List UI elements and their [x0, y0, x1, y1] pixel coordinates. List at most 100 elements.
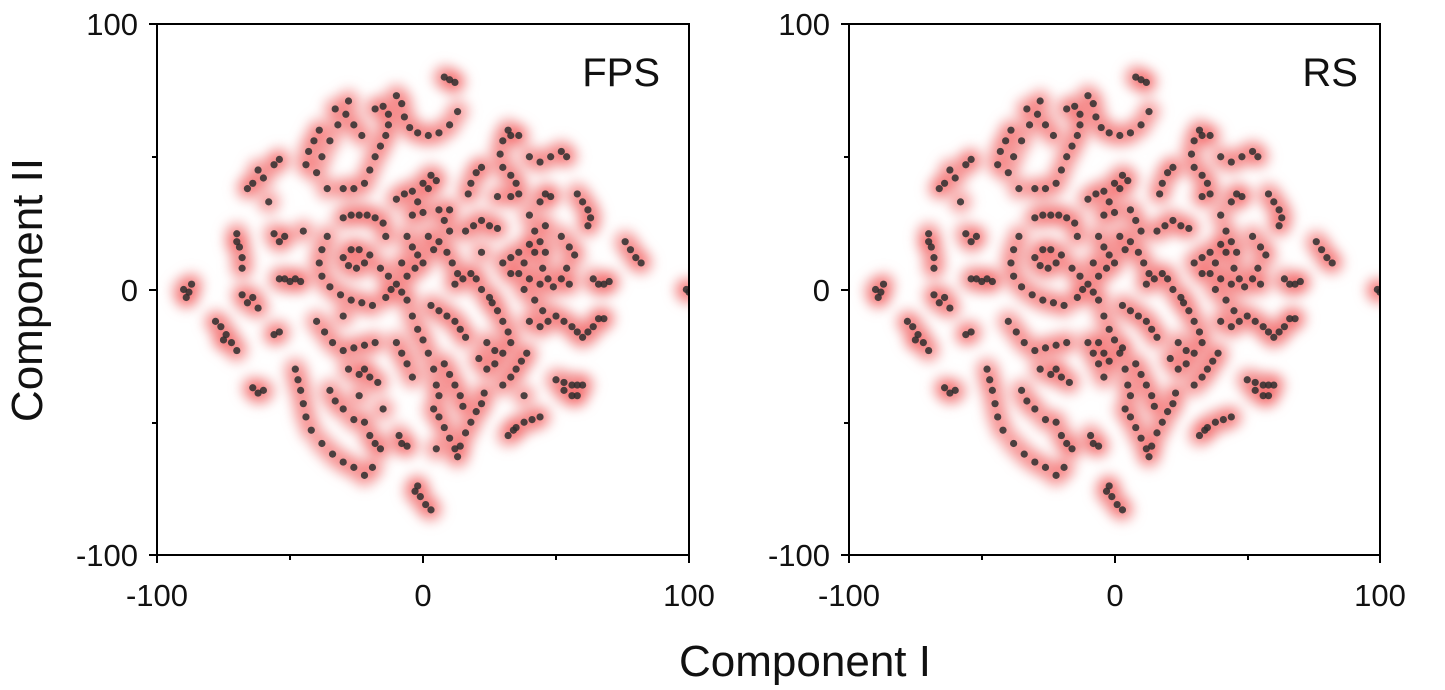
scatter-point — [299, 400, 307, 408]
scatter-point — [1110, 208, 1119, 217]
scatter-point — [1206, 269, 1214, 278]
scatter-point — [360, 365, 369, 373]
scatter-point — [310, 137, 318, 145]
scatter-point — [967, 238, 975, 246]
scatter-point — [1270, 198, 1278, 206]
scatter-point — [446, 76, 454, 84]
x-tick-label: 100 — [663, 578, 715, 613]
scatter-point — [507, 171, 515, 179]
scatter-point — [1238, 153, 1246, 161]
scatter-point — [1071, 219, 1079, 227]
scatter-point — [275, 328, 283, 336]
scatter-point — [1041, 463, 1050, 471]
scatter-point — [432, 381, 440, 389]
scatter-point — [1137, 434, 1145, 442]
scatter-point — [331, 105, 339, 113]
scatter-point — [254, 304, 262, 312]
scatter-point — [1182, 360, 1190, 368]
scatter-point — [1126, 307, 1135, 315]
scatter-point — [925, 230, 933, 238]
scatter-point — [355, 211, 363, 219]
scatter-point — [1142, 445, 1150, 453]
scatter-point — [318, 272, 326, 280]
scatter-point — [435, 307, 443, 315]
scatter-point — [525, 317, 534, 325]
scatter-point — [1110, 336, 1119, 344]
scatter-point — [557, 147, 565, 156]
scatter-point — [1052, 365, 1060, 373]
scatter-point — [1177, 293, 1185, 302]
scatter-point — [1094, 296, 1103, 304]
scatter-point — [1248, 275, 1257, 283]
scatter-point — [515, 190, 523, 198]
scatter-point — [1158, 418, 1166, 426]
scatter-point — [392, 195, 400, 203]
scatter-point — [187, 280, 196, 288]
scatter-point — [347, 296, 355, 304]
scatter-point — [925, 346, 933, 355]
scatter-point — [999, 426, 1007, 434]
scatter-point — [456, 325, 464, 333]
scatter-point — [525, 211, 534, 219]
scatter-point — [379, 102, 387, 110]
scatter-point — [879, 280, 888, 288]
scatter-point — [1094, 272, 1103, 280]
scatter-point — [877, 288, 885, 296]
scatter-point — [539, 307, 547, 315]
scatter-point — [328, 450, 337, 458]
scatter-point — [1105, 251, 1113, 259]
scatter-point — [512, 365, 520, 373]
scatter-point — [403, 296, 411, 304]
scatter-point — [1198, 339, 1206, 347]
scatter-point — [358, 131, 366, 140]
scatter-point — [1118, 506, 1127, 514]
scatter-point — [1076, 110, 1084, 118]
scatter-point — [1047, 370, 1055, 379]
scatter-point — [531, 296, 539, 304]
scatter-point — [1291, 280, 1299, 288]
scatter-point — [1089, 349, 1097, 357]
scatter-point — [339, 346, 347, 355]
scatter-point — [1017, 283, 1026, 291]
scatter-point — [1233, 190, 1241, 198]
scatter-point — [1198, 171, 1206, 179]
scatter-point — [930, 264, 938, 272]
scatter-point — [520, 259, 528, 267]
scatter-point — [1317, 246, 1326, 254]
scatter-point — [435, 392, 443, 400]
scatter-point — [1214, 349, 1222, 357]
scatter-point — [1145, 108, 1153, 116]
scatter-point — [579, 333, 587, 341]
scatter-point — [563, 264, 571, 272]
scatter-point — [472, 169, 480, 177]
scatter-point — [1227, 323, 1235, 331]
scatter-point — [1195, 431, 1204, 440]
scatter-point — [339, 214, 347, 222]
scatter-point — [986, 376, 994, 384]
scatter-point — [1116, 232, 1124, 240]
scatter-point — [235, 243, 244, 251]
scatter-point — [1270, 333, 1278, 341]
scatter-point — [1227, 280, 1235, 288]
scatter-point — [1108, 492, 1116, 501]
scatter-point — [541, 248, 549, 256]
scatter-point — [962, 230, 970, 238]
scatter-point — [1187, 150, 1196, 158]
scatter-point — [1217, 153, 1225, 161]
scatter-point — [1031, 214, 1039, 222]
scatter-point — [408, 211, 416, 219]
scatter-point — [552, 312, 560, 320]
x-tick-label: 0 — [414, 578, 431, 613]
scatter-point — [600, 280, 608, 288]
scatter-point — [1222, 296, 1230, 304]
scatter-point — [1063, 439, 1071, 448]
scatter-point — [1140, 259, 1148, 267]
scatter-point — [249, 179, 257, 187]
scatter-point — [182, 293, 190, 302]
scatter-point — [1243, 312, 1251, 320]
scatter-point — [400, 113, 408, 121]
scatter-point — [1137, 76, 1145, 84]
scatter-point — [384, 110, 393, 118]
scatter-point — [1161, 222, 1169, 230]
